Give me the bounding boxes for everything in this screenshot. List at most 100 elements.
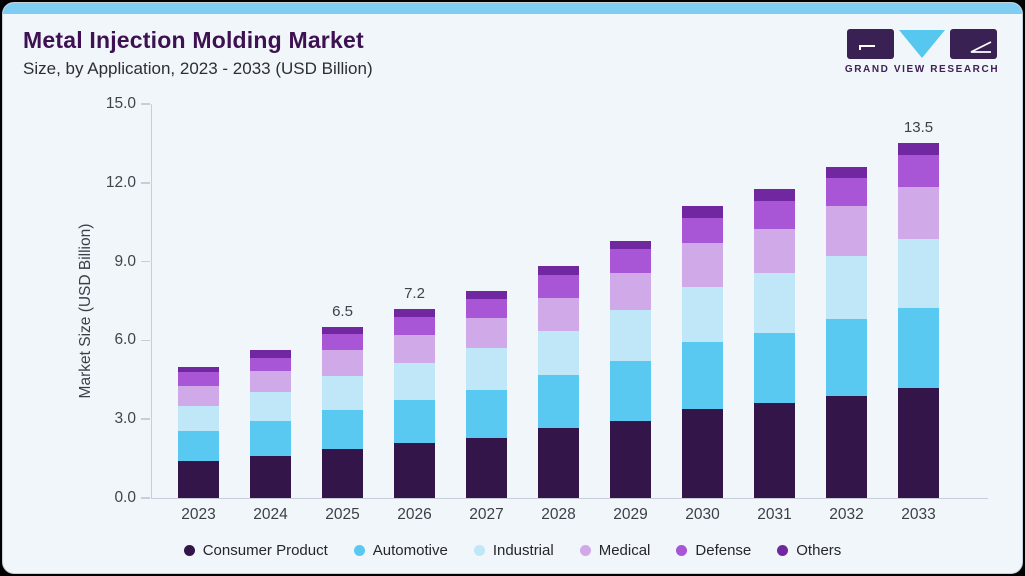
gvr-logo-icons — [844, 29, 1000, 59]
bar-segment-automotive — [898, 307, 939, 388]
bar-segment-medical — [682, 243, 723, 287]
legend-item-medical: Medical — [579, 542, 650, 559]
bar-segment-industrial — [826, 256, 867, 320]
x-axis-label-2029: 2029 — [613, 506, 648, 523]
plot-area: 0.0 3.0 6.0 9.0 12.0 15.0 2023 2024 6.5 2025 7.2 20… — [106, 95, 988, 523]
bar-segment-others — [322, 327, 363, 335]
bar-segment-others — [178, 366, 219, 372]
legend-dot-icon — [777, 545, 789, 556]
bar-segment-others — [826, 166, 867, 178]
bar-segment-defense — [178, 371, 219, 387]
bar-segment-automotive — [826, 319, 867, 396]
x-axis-label-2027: 2027 — [469, 506, 504, 523]
bar-segment-consumer-product — [250, 455, 291, 498]
bar-segment-consumer-product — [682, 408, 723, 498]
legend-item-consumer-product: Consumer Product — [183, 542, 328, 559]
bar-segment-defense — [538, 275, 579, 299]
bar-segment-others — [466, 291, 507, 300]
legend-label: Automotive — [372, 542, 448, 559]
bar-segment-others — [610, 240, 651, 250]
legend-item-defense: Defense — [676, 542, 751, 559]
bar-segment-industrial — [322, 375, 363, 411]
y-tick-label: 6.0 — [114, 331, 136, 349]
bar-segment-automotive — [538, 374, 579, 429]
page-subtitle: Size, by Application, 2023 - 2033 (USD B… — [23, 59, 373, 78]
legend: Consumer Product Automotive Industrial Medi… — [3, 542, 1022, 559]
bar-segment-automotive — [250, 420, 291, 456]
legend-item-others: Others — [777, 542, 841, 559]
bar-segment-medical — [466, 318, 507, 349]
y-tick-label: 15.0 — [105, 95, 136, 112]
x-axis-label-2023: 2023 — [181, 506, 216, 523]
stacked-bar-chart: Market Size (USD Billion) 0.0 3.0 6.0 9.0 12… — [3, 3, 1022, 573]
bar-segment-automotive — [682, 341, 723, 409]
bar-segment-defense — [754, 201, 795, 229]
y-tick-label: 0.0 — [114, 489, 136, 506]
bar-2024 — [250, 104, 291, 498]
bar-segment-consumer-product — [610, 420, 651, 498]
bar-segment-defense — [466, 299, 507, 319]
bar-2029 — [610, 104, 651, 498]
bar-segment-medical — [394, 335, 435, 363]
bar-2030 — [682, 104, 723, 498]
gvr-logo-text: GRAND VIEW RESEARCH — [844, 64, 1000, 75]
bar-2031 — [754, 104, 795, 498]
bar-segment-automotive — [754, 332, 795, 404]
gvr-v-triangle-icon — [899, 30, 945, 58]
bar-segment-industrial — [250, 391, 291, 421]
bar-segment-consumer-product — [898, 387, 939, 498]
bar-segment-industrial — [466, 348, 507, 391]
bar-segment-medical — [898, 186, 939, 240]
bar-segment-defense — [322, 334, 363, 350]
y-tick-mark — [141, 103, 150, 105]
bar-segment-consumer-product — [826, 395, 867, 498]
bar-segment-defense — [394, 316, 435, 336]
bar-segment-consumer-product — [322, 449, 363, 498]
y-tick-mark — [141, 260, 150, 263]
bar-segment-others — [250, 349, 291, 358]
legend-dot-icon — [473, 545, 485, 556]
bar-segment-industrial — [610, 310, 651, 362]
legend-dot-icon — [183, 545, 195, 556]
gvr-logo: GRAND VIEW RESEARCH — [844, 29, 1000, 75]
bar-value-label: 13.5 — [903, 119, 934, 137]
bar-segment-automotive — [178, 431, 219, 462]
legend-label: Others — [796, 542, 842, 559]
y-tick-mark — [141, 418, 150, 420]
bar-segment-automotive — [394, 399, 435, 443]
bar-segment-consumer-product — [178, 461, 219, 498]
x-axis-label-2028: 2028 — [541, 506, 576, 523]
legend-item-automotive: Automotive — [353, 542, 448, 559]
bar-segment-consumer-product — [466, 437, 507, 498]
gvr-r-block-icon — [950, 29, 997, 59]
y-tick-label: 12.0 — [105, 173, 136, 191]
y-tick-mark — [141, 182, 150, 184]
bar-segment-medical — [754, 228, 795, 274]
x-axis-label-2032: 2032 — [829, 506, 864, 523]
gvr-g-block-icon — [847, 29, 894, 59]
bar-segment-industrial — [538, 331, 579, 375]
bar-segment-medical — [826, 206, 867, 257]
legend-label: Consumer Product — [202, 542, 328, 559]
x-axis-label-2033: 2033 — [901, 506, 936, 523]
page-title: Metal Injection Molding Market — [23, 27, 364, 53]
bar-segment-others — [682, 205, 723, 219]
bar-segment-consumer-product — [538, 428, 579, 498]
bar-segment-consumer-product — [754, 403, 795, 498]
bar-2033 — [898, 104, 939, 498]
y-tick-label: 9.0 — [114, 252, 136, 270]
bar-2025 — [322, 104, 363, 498]
x-axis-label-2026: 2026 — [397, 506, 432, 523]
x-axis-label-2024: 2024 — [253, 506, 288, 523]
legend-label: Industrial — [492, 542, 554, 559]
bar-segment-industrial — [898, 239, 939, 308]
bar-2028 — [538, 104, 579, 498]
bar-segment-automotive — [466, 390, 507, 438]
bar-segment-defense — [826, 177, 867, 207]
bar-segment-defense — [898, 155, 939, 187]
legend-dot-icon — [353, 545, 365, 556]
legend-dot-icon — [676, 545, 688, 556]
bar-segment-defense — [250, 357, 291, 371]
